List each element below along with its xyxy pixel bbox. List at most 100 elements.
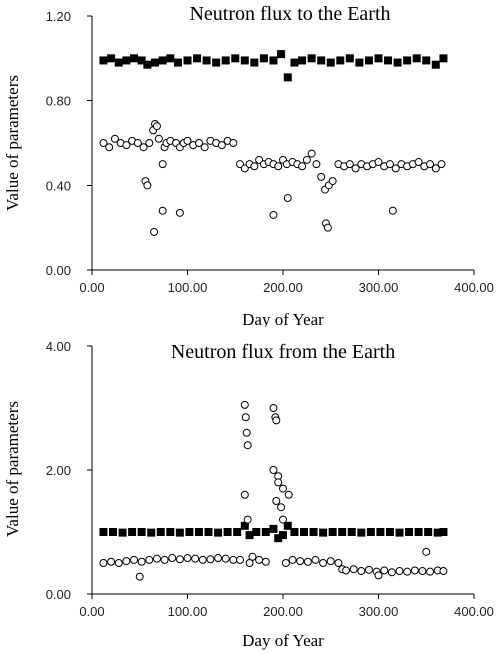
data-point-circle [284, 490, 293, 499]
y-axis-label: Value of parameters [3, 401, 22, 537]
data-point-square [384, 56, 393, 65]
x-tick-label: 0.00 [79, 280, 104, 295]
data-point-square [355, 58, 364, 67]
data-point-circle [326, 557, 335, 566]
data-point-square [240, 56, 249, 65]
data-point-circle [242, 428, 251, 437]
data-point-circle [334, 559, 343, 567]
data-point-circle [150, 227, 159, 236]
data-point-circle [296, 557, 305, 566]
data-point-circle [426, 567, 435, 576]
data-point-square [345, 54, 354, 63]
x-tick-label: 100.00 [168, 280, 208, 295]
data-point-circle [158, 160, 167, 169]
chart-title: Neutron flux to the Earth [189, 3, 390, 25]
data-point-circle [418, 567, 427, 576]
data-point-square [307, 54, 316, 63]
data-point-circle [206, 555, 215, 564]
data-point-circle [143, 181, 152, 190]
data-point-circle [214, 554, 223, 563]
axes [87, 15, 475, 275]
data-point-square [183, 56, 192, 65]
data-point-circle [374, 158, 383, 167]
data-point-circle [298, 162, 307, 171]
data-point-square [173, 58, 182, 67]
data-point-square [424, 528, 433, 536]
data-point-square [193, 54, 202, 63]
data-point-circle [135, 572, 144, 581]
data-point-circle [168, 554, 177, 563]
data-point-square [240, 521, 249, 530]
data-point-circle [272, 416, 281, 425]
data-point-circle [403, 567, 412, 576]
data-point-square [137, 56, 146, 65]
data-point-circle [240, 400, 249, 409]
data-point-square [439, 54, 448, 63]
data-point-square [405, 528, 414, 536]
data-point-circle [175, 555, 184, 564]
x-tick-label: 400.00 [454, 604, 494, 619]
data-point-circle [277, 503, 286, 512]
data-point-circle [311, 555, 320, 564]
data-point-square [128, 528, 137, 536]
data-point-circle [342, 566, 351, 575]
data-point-square [414, 528, 423, 536]
data-point-square [259, 54, 268, 63]
data-point-square [212, 58, 221, 67]
data-point-circle [105, 143, 114, 152]
data-point-square [261, 528, 270, 536]
data-point-square [376, 528, 385, 536]
data-point-square [166, 528, 175, 536]
data-point-circle [431, 164, 440, 173]
x-tick-label: 300.00 [359, 280, 399, 295]
chart-neutron-flux-to-earth: Neutron flux to the Earth Day of Year Va… [3, 3, 494, 327]
data-point-square [298, 56, 307, 65]
data-point-circle [410, 566, 419, 575]
data-point-circle [248, 552, 257, 561]
data-point-circle [439, 567, 448, 576]
data-point-square [231, 54, 240, 63]
data-point-square [439, 528, 448, 536]
data-point-circle [317, 172, 326, 181]
data-point-square [279, 531, 287, 540]
data-point-square [283, 521, 292, 530]
data-marks [99, 400, 448, 581]
data-point-circle [107, 557, 116, 566]
data-point-square [347, 528, 356, 536]
data-point-circle [175, 208, 184, 217]
data-point-square [366, 528, 375, 536]
data-point-circle [261, 557, 270, 566]
data-point-circle [388, 206, 397, 215]
data-point-square [202, 56, 211, 65]
data-point-square [109, 528, 118, 536]
x-tick-label: 300.00 [359, 604, 399, 619]
data-point-square [277, 50, 286, 59]
data-point-circle [269, 404, 278, 412]
data-point-circle [328, 177, 337, 186]
data-point-circle [137, 557, 146, 566]
data-point-square [137, 528, 146, 536]
data-point-square [245, 531, 254, 540]
data-point-square [130, 54, 139, 63]
data-point-circle [414, 158, 423, 167]
y-axis-label: Value of parameters [3, 75, 22, 211]
data-point-circle [374, 571, 383, 580]
data-point-circle [114, 559, 123, 567]
data-point-square [269, 56, 278, 65]
x-axis-label: Day of Year [242, 631, 324, 650]
chart-neutron-flux-from-earth: Neutron flux from the Earth Day of Year … [3, 339, 494, 650]
data-point-circle [312, 160, 321, 169]
data-point-circle [191, 554, 200, 563]
data-point-circle [395, 567, 404, 576]
data-point-circle [319, 559, 328, 567]
data-point-circle [283, 194, 292, 203]
data-point-square [290, 58, 299, 67]
x-tick-label: 200.00 [263, 604, 303, 619]
data-point-square [412, 54, 421, 63]
data-point-square [122, 56, 131, 65]
data-point-circle [307, 149, 316, 158]
data-point-circle [198, 555, 207, 564]
data-point-square [328, 528, 337, 536]
data-point-square [185, 528, 194, 536]
data-point-square [283, 73, 292, 82]
